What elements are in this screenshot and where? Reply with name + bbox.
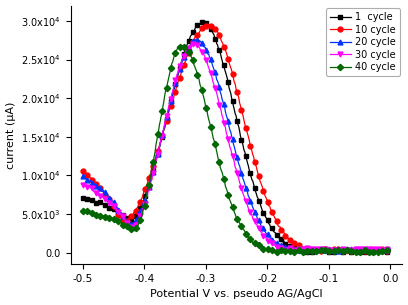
10 cycle [384,249,389,253]
20 cycle [263,230,268,234]
30 cycle [80,183,85,186]
Line: 10 cycle: 10 cycle [80,22,392,254]
20 cycle [223,110,228,114]
Legend: 1  cycle, 10 cycle, 20 cycle, 30 cycle, 40 cycle: 1 cycle, 10 cycle, 20 cycle, 30 cycle, 4… [326,9,399,76]
1  cycle [162,123,167,127]
30 cycle [376,247,381,251]
20 cycle [388,246,392,250]
40 cycle [162,93,167,97]
1  cycle [385,249,390,253]
10 cycle [223,48,228,52]
10 cycle [263,194,268,198]
1  cycle [376,250,381,253]
Line: 1  cycle: 1 cycle [80,20,392,255]
10 cycle [80,169,85,173]
1  cycle [263,214,268,218]
20 cycle [376,248,381,252]
30 cycle [162,121,167,125]
Line: 20 cycle: 20 cycle [80,37,392,253]
40 cycle [181,44,186,47]
1  cycle [388,248,392,252]
1  cycle [80,196,85,200]
10 cycle [375,248,380,252]
40 cycle [245,235,250,239]
10 cycle [388,248,392,251]
40 cycle [385,250,390,254]
20 cycle [385,247,390,251]
40 cycle [376,249,381,253]
30 cycle [190,41,195,45]
30 cycle [388,247,392,251]
20 cycle [245,191,250,194]
10 cycle [245,132,250,135]
Line: 40 cycle: 40 cycle [81,43,392,254]
10 cycle [162,126,167,130]
20 cycle [162,124,167,127]
Line: 30 cycle: 30 cycle [80,41,392,253]
30 cycle [385,247,390,251]
40 cycle [263,248,268,252]
10 cycle [206,22,211,26]
30 cycle [245,204,250,207]
40 cycle [388,250,392,253]
1  cycle [223,70,228,74]
30 cycle [263,235,268,239]
1  cycle [353,250,357,254]
1  cycle [201,20,206,24]
20 cycle [193,38,198,41]
30 cycle [223,126,228,130]
20 cycle [80,174,85,178]
10 cycle [386,249,391,253]
X-axis label: Potential V vs. pseudo AG/AgCl: Potential V vs. pseudo AG/AgCl [150,289,323,300]
20 cycle [346,249,350,253]
30 cycle [320,249,325,253]
Y-axis label: current (μA): current (μA) [6,101,16,169]
40 cycle [286,250,290,254]
1  cycle [245,161,250,165]
40 cycle [223,185,228,188]
40 cycle [80,210,85,213]
